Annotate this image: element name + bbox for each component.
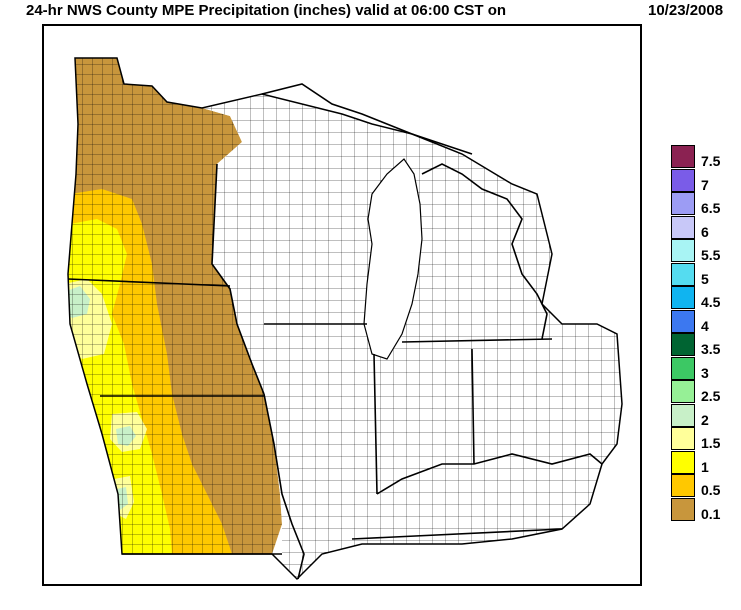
legend-label: 2: [701, 411, 709, 428]
legend-swatch: [671, 356, 695, 380]
legend-swatch: [671, 403, 695, 427]
legend-swatch: [671, 450, 695, 474]
legend-label: 4.5: [701, 294, 721, 310]
legend-label: 7.5: [701, 153, 721, 169]
lake-michigan: [363, 158, 423, 360]
legend-label: 3: [701, 364, 709, 381]
legend-swatch: [671, 239, 695, 262]
map-title: 24-hr NWS County MPE Precipitation (inch…: [26, 2, 507, 19]
legend-swatch: [671, 309, 695, 333]
precipitation-map: [67, 57, 623, 581]
legend-label: 3.5: [701, 341, 721, 357]
legend-swatch: [671, 215, 695, 239]
legend-swatch: [671, 380, 695, 403]
legend-swatch: [671, 333, 695, 356]
legend-swatch: [671, 497, 695, 521]
state-boundaries: [67, 83, 603, 580]
legend-swatch: [671, 474, 695, 497]
legend-swatch: [671, 192, 695, 215]
legend-label: 5: [701, 270, 709, 287]
legend-label: 7: [701, 176, 709, 193]
legend-label: 5.5: [701, 247, 721, 263]
legend-label: 1.5: [701, 435, 721, 451]
region-outline: [67, 57, 623, 581]
legend-swatch: [671, 427, 695, 450]
legend-label: 6.5: [701, 200, 721, 216]
legend-swatch: [671, 286, 695, 309]
legend-label: 0.5: [701, 482, 721, 498]
legend-label: 2.5: [701, 388, 721, 404]
legend-label: 1: [701, 458, 709, 475]
legend-label: 0.1: [701, 505, 721, 522]
valid-date: 10/23/2008: [648, 2, 724, 19]
legend-swatch: [671, 145, 695, 168]
legend-label: 6: [701, 223, 709, 240]
legend-swatch: [671, 262, 695, 286]
legend-swatch: [671, 168, 695, 192]
legend-label: 4: [701, 317, 709, 334]
